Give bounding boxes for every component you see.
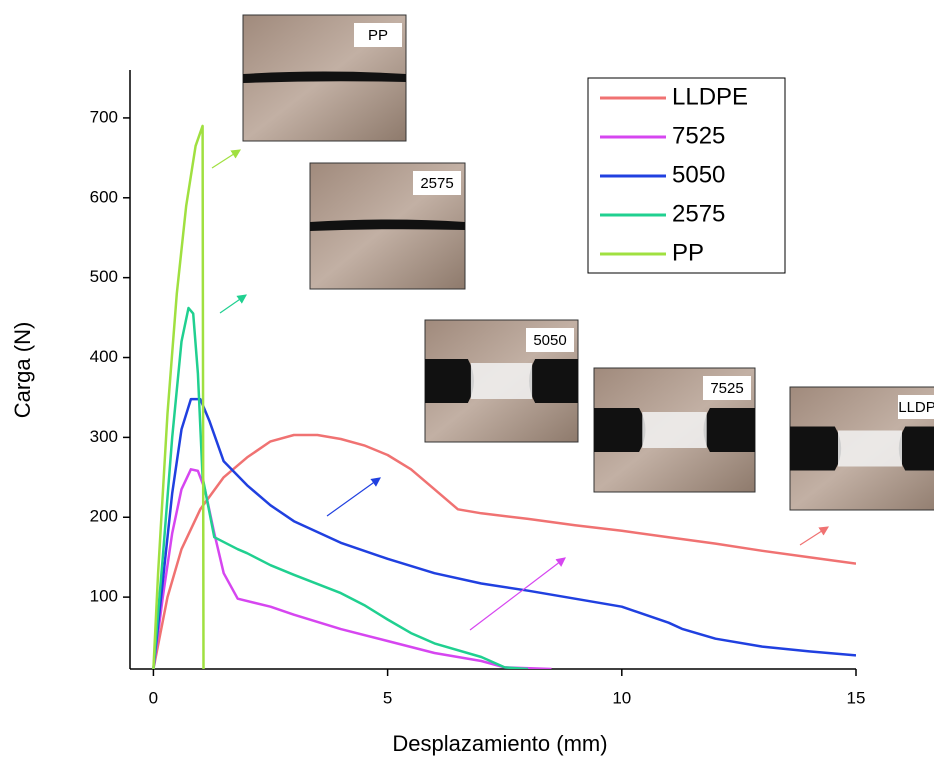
inset-label: 5050 — [533, 332, 566, 349]
inset-neck — [425, 359, 474, 403]
inset-label: PP — [368, 27, 388, 44]
y-tick-label: 500 — [90, 267, 118, 286]
inset-label-box — [354, 23, 402, 47]
x-axis-label: Desplazamiento (mm) — [392, 731, 607, 756]
legend-box — [587, 77, 786, 274]
inset-fibers — [470, 363, 533, 399]
line-series — [152, 433, 856, 669]
arrow — [799, 526, 830, 546]
inset-label: 2575 — [420, 175, 453, 192]
plot-area — [152, 124, 856, 669]
inset-neck — [898, 426, 934, 471]
arrow — [219, 294, 247, 314]
inset-neck — [529, 359, 578, 403]
inset-label-box — [526, 328, 574, 352]
x-tick-label: 5 — [383, 688, 392, 707]
inset-crack — [310, 219, 465, 231]
legend-label: 5050 — [672, 161, 725, 188]
y-axis-label: Carga (N) — [10, 322, 35, 419]
inset-label-box — [413, 171, 461, 195]
inset-label-box — [898, 395, 934, 419]
inset-fibers — [838, 430, 902, 467]
y-tick-label: 300 — [90, 427, 118, 446]
arrow — [326, 477, 381, 517]
line-series — [152, 468, 552, 669]
arrow — [211, 149, 242, 169]
y-tick-label: 600 — [90, 187, 118, 206]
legend-label: LLDPE — [672, 83, 748, 110]
legend-label: 2575 — [672, 200, 725, 227]
inset-label: 7525 — [710, 380, 743, 397]
x-tick-label: 10 — [612, 688, 631, 707]
x-tick-label: 15 — [847, 688, 866, 707]
inset-label: LLDPE — [898, 399, 934, 416]
legend-label: PP — [672, 239, 704, 266]
line-series — [152, 124, 205, 669]
y-tick-label: 400 — [90, 347, 118, 366]
inset-crack — [243, 71, 406, 83]
inset-label-box — [703, 376, 751, 400]
line-series — [152, 306, 529, 669]
inset-neck — [790, 426, 842, 471]
inset-neck — [703, 408, 755, 452]
line-series — [152, 397, 856, 669]
inset-fibers — [642, 412, 707, 448]
y-tick-label: 100 — [90, 587, 118, 606]
y-tick-label: 700 — [90, 107, 118, 126]
inset-neck — [594, 408, 646, 452]
legend-label: 7525 — [672, 122, 725, 149]
y-tick-label: 200 — [90, 507, 118, 526]
x-tick-label: 0 — [149, 688, 158, 707]
arrow — [469, 557, 566, 631]
